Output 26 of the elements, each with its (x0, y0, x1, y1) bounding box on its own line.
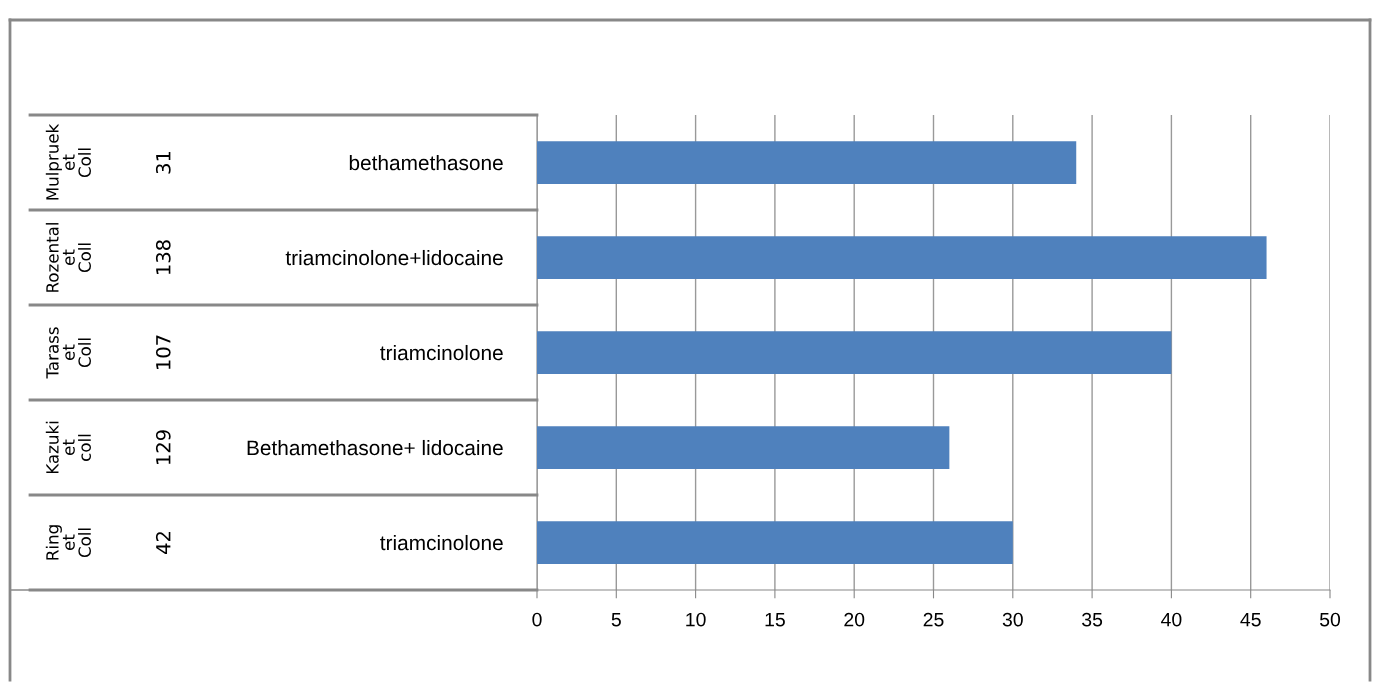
x-tick-label: 30 (1002, 612, 1023, 627)
x-tick-label: 5 (611, 612, 621, 627)
x-tick-label: 20 (844, 612, 865, 627)
text: Mulpruek et Coll (45, 123, 91, 200)
y-tick-label: triamcinolone (380, 344, 503, 361)
x-tick-label: 25 (923, 612, 944, 627)
text: Ring et Coll (45, 525, 91, 560)
y-tick-label: bethamethasone (349, 154, 503, 171)
x-tick-label: 15 (765, 612, 785, 627)
x-tick-label: 45 (1240, 612, 1261, 627)
text: 129 (155, 430, 171, 464)
y-tick-label: triamcinolone+lidocaine (285, 249, 503, 266)
y-tick-label: Bethamethasone+ lidocaine (247, 439, 503, 456)
text: Rozental et Coll (45, 223, 91, 292)
x-tick-label: 0 (532, 612, 542, 627)
x-tick-label: 10 (686, 612, 706, 627)
x-tick-label: 35 (1082, 612, 1103, 627)
text: Kazuki et coll (45, 421, 91, 474)
text: 31 (155, 151, 171, 174)
x-tick-label: 40 (1161, 612, 1182, 627)
x-tick-label: 50 (1319, 612, 1341, 627)
text: 107 (155, 335, 171, 369)
text: 138 (155, 240, 171, 274)
y-tick-label: triamcinolone (380, 534, 503, 551)
text: Tarass et Coll (46, 327, 91, 379)
text: 42 (155, 532, 171, 554)
